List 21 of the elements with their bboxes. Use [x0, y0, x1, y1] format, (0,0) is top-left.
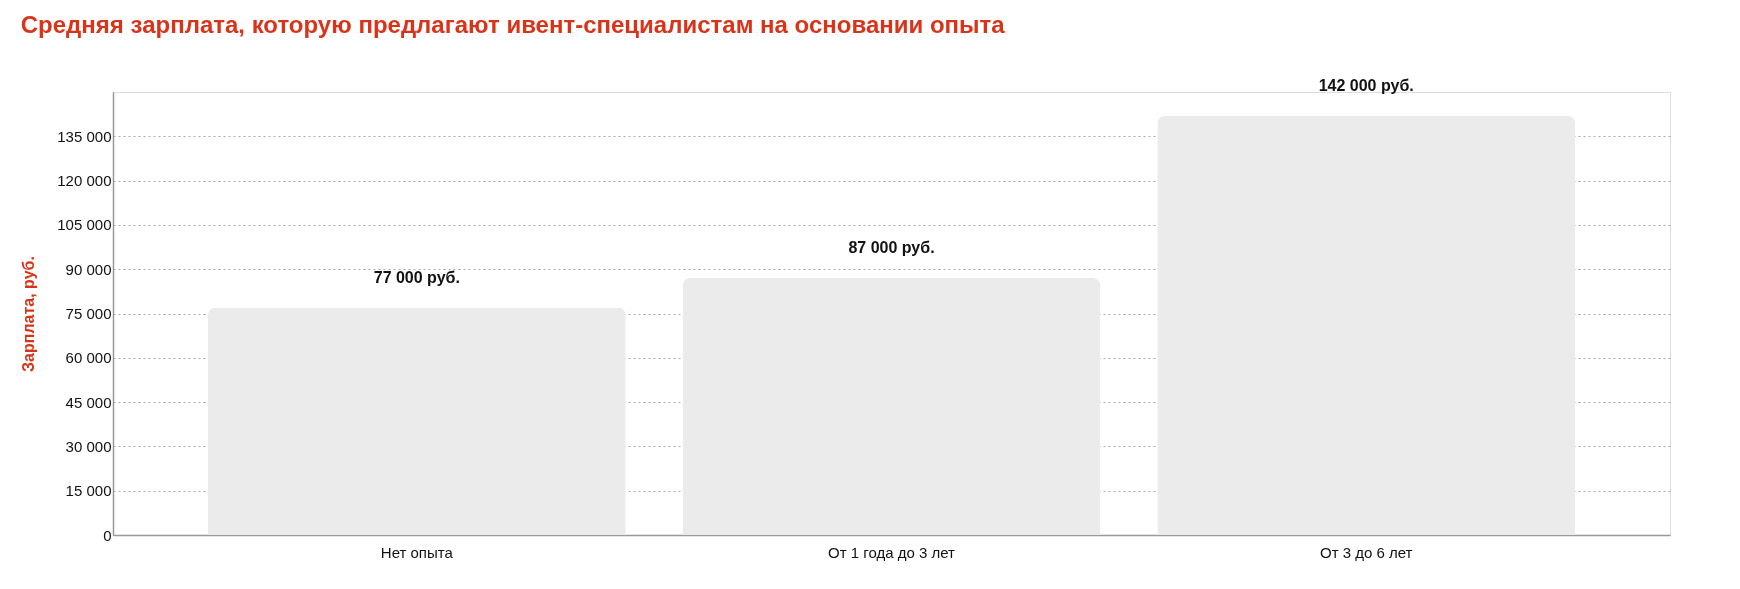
y-tick-label: 135 000: [57, 127, 112, 145]
y-tick-label: 30 000: [65, 437, 112, 455]
y-tick-label: 45 000: [65, 393, 112, 411]
y-tick-label: 90 000: [65, 260, 112, 278]
bar: [682, 278, 1101, 535]
y-tick-label: 0: [103, 526, 112, 544]
x-tick-label: От 1 года до 3 лет: [828, 543, 956, 561]
data-label: 142 000 руб.: [1318, 76, 1414, 94]
x-tick-label: Нет опыта: [380, 543, 454, 561]
data-label: 87 000 руб.: [848, 239, 935, 257]
bar: [207, 307, 626, 535]
y-tick-label: 60 000: [65, 349, 112, 367]
bar: [1157, 115, 1576, 535]
y-tick-label: 75 000: [65, 305, 112, 322]
y-axis-title: Зарплата, руб.: [20, 256, 38, 372]
x-tick-label: От 3 до 6 лет: [1319, 543, 1413, 561]
y-tick-label: 105 000: [57, 216, 112, 234]
y-tick-label: 15 000: [65, 482, 112, 500]
data-label: 77 000 руб.: [373, 268, 460, 286]
y-tick-label: 120 000: [57, 172, 112, 190]
chart-title: Средняя зарплата, которую предлагают ивент-специалистам на основании опыта: [20, 10, 1006, 38]
